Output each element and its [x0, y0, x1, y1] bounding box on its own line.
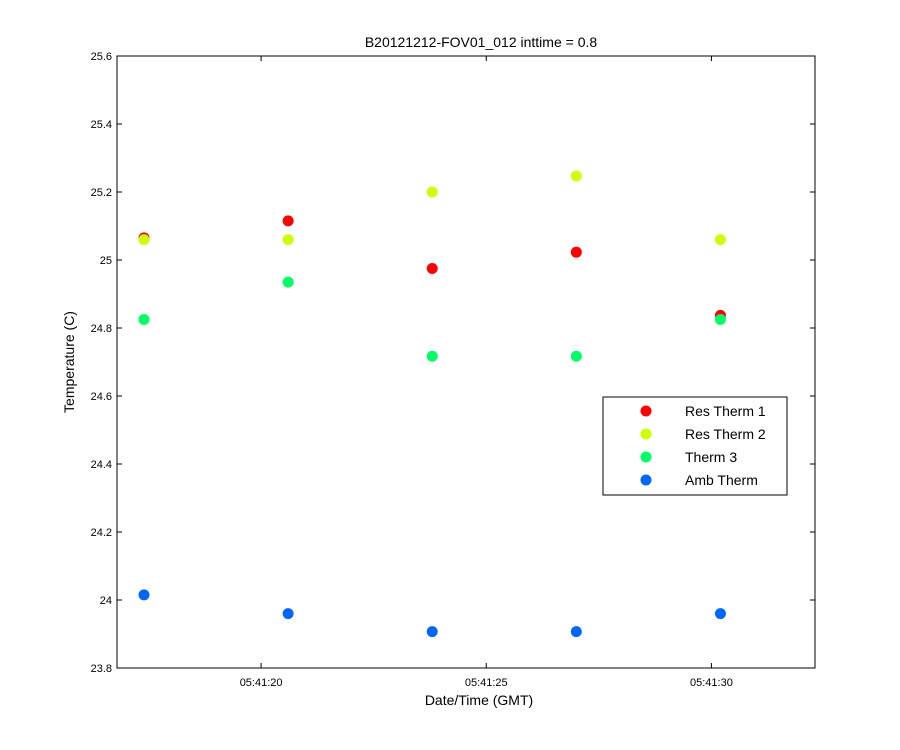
- legend-marker: [640, 405, 652, 417]
- series-3: [138, 589, 726, 638]
- chart-title: B20121212-FOV01_012 inttime = 0.8: [365, 34, 598, 50]
- data-point: [714, 608, 726, 620]
- y-tick-label: 24.8: [91, 323, 112, 335]
- x-tick-label: 05:41:30: [690, 677, 733, 689]
- data-point: [714, 234, 726, 246]
- legend-marker: [640, 428, 652, 440]
- legend: Res Therm 1 Res Therm 2 Therm 3 Amb Therm: [602, 396, 788, 496]
- y-tick-label: 24.2: [91, 527, 112, 539]
- y-axis-label: Temperature (C): [61, 311, 77, 413]
- data-point: [570, 626, 582, 638]
- x-axis-label: Date/Time (GMT): [425, 692, 533, 708]
- data-point: [426, 263, 438, 274]
- legend-label: Res Therm 2: [685, 426, 766, 442]
- y-axis: 23.8 24 24.2 24.4 24.6 24.8 25 25.2 25.4 25.6: [91, 51, 815, 675]
- data-point: [714, 314, 726, 325]
- data-point: [138, 314, 150, 325]
- data-points: [138, 170, 726, 638]
- legend-box: [602, 396, 788, 496]
- y-tick-label: 25.2: [91, 187, 112, 199]
- data-point: [282, 234, 294, 246]
- legend-marker: [640, 451, 652, 463]
- y-tick-label: 25.6: [91, 51, 112, 63]
- y-tick-label: 25: [100, 255, 112, 267]
- data-point: [282, 276, 294, 288]
- data-point: [570, 170, 582, 182]
- data-point: [138, 234, 150, 246]
- legend-label: Res Therm 1: [685, 403, 766, 419]
- data-point: [138, 589, 150, 601]
- x-tick-label: 05:41:20: [240, 677, 283, 689]
- data-point: [282, 608, 294, 620]
- legend-marker: [640, 474, 652, 486]
- data-point: [570, 246, 582, 258]
- data-point: [426, 626, 438, 638]
- legend-label: Therm 3: [685, 449, 737, 465]
- series-1: [138, 170, 726, 246]
- x-axis: 05:41:20 05:41:25 05:41:30: [240, 56, 733, 689]
- legend-label: Amb Therm: [685, 472, 758, 488]
- data-point: [426, 350, 438, 362]
- plot-area: [116, 55, 816, 669]
- y-tick-label: 23.8: [91, 663, 112, 675]
- series-2: [138, 276, 726, 362]
- y-tick-label: 25.4: [91, 119, 112, 131]
- y-tick-label: 24: [100, 595, 112, 607]
- y-tick-label: 24.6: [91, 391, 112, 403]
- x-tick-label: 05:41:25: [465, 677, 508, 689]
- y-tick-label: 24.4: [91, 459, 112, 471]
- data-point: [282, 215, 294, 227]
- data-point: [570, 350, 582, 362]
- data-point: [426, 186, 438, 198]
